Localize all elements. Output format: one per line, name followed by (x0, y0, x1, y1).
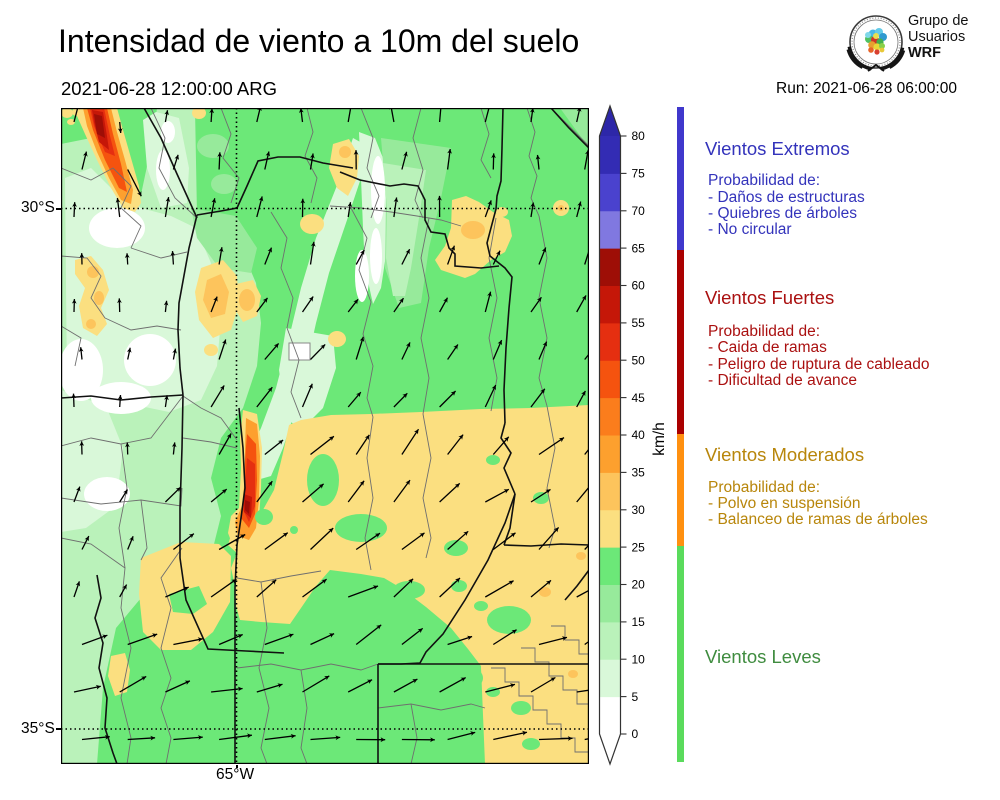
svg-text:45: 45 (632, 391, 646, 405)
svg-text:5: 5 (632, 690, 639, 704)
svg-text:25: 25 (632, 540, 646, 554)
svg-text:35: 35 (632, 466, 646, 480)
svg-text:15: 15 (632, 615, 646, 629)
svg-text:10: 10 (632, 653, 646, 667)
svg-text:65: 65 (632, 241, 646, 255)
svg-text:20: 20 (632, 578, 646, 592)
svg-text:40: 40 (632, 428, 646, 442)
svg-text:70: 70 (632, 204, 646, 218)
svg-text:0: 0 (632, 727, 639, 741)
svg-text:75: 75 (632, 167, 646, 181)
svg-text:55: 55 (632, 316, 646, 330)
svg-text:80: 80 (632, 129, 646, 143)
svg-text:30: 30 (632, 503, 646, 517)
svg-text:60: 60 (632, 279, 646, 293)
svg-text:50: 50 (632, 353, 646, 367)
